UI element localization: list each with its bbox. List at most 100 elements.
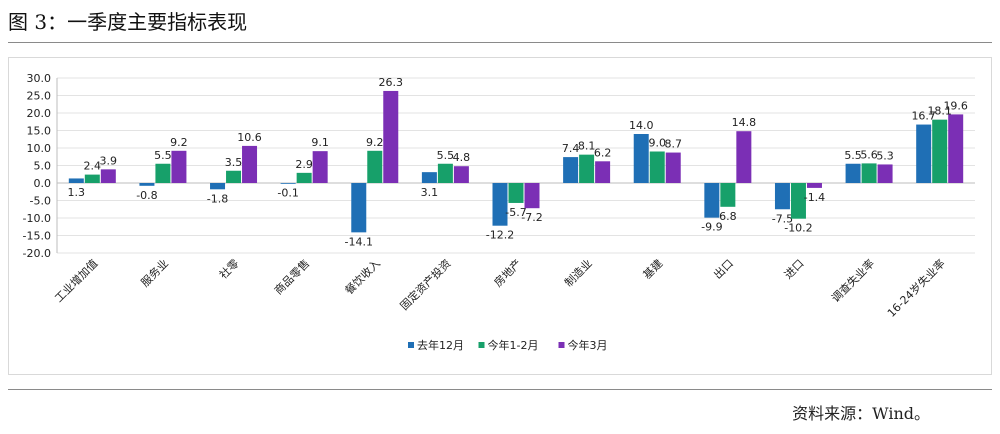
y-tick-label: 30.0 bbox=[27, 72, 52, 85]
data-label: -12.2 bbox=[486, 229, 514, 242]
bar bbox=[579, 154, 595, 183]
bar bbox=[383, 90, 399, 183]
data-label: 8.7 bbox=[664, 138, 682, 151]
source-note: 资料来源：Wind。 bbox=[792, 404, 930, 423]
x-tick-label: 固定资产投资 bbox=[397, 256, 454, 313]
bar bbox=[774, 183, 790, 210]
bar bbox=[563, 157, 579, 183]
legend-label: 今年1-2月 bbox=[488, 338, 539, 352]
data-label: -9.9 bbox=[701, 221, 722, 234]
bar bbox=[296, 172, 312, 183]
data-label: -10.2 bbox=[784, 222, 812, 235]
data-label: 2.4 bbox=[84, 160, 102, 173]
data-label: -1.4 bbox=[804, 191, 825, 204]
bar bbox=[139, 183, 155, 186]
legend-swatch bbox=[478, 342, 485, 348]
bar bbox=[595, 161, 611, 183]
data-label: 9.2 bbox=[170, 136, 188, 149]
data-label: 5.5 bbox=[844, 149, 862, 162]
bar bbox=[84, 174, 100, 183]
data-label: -7.2 bbox=[521, 211, 542, 224]
x-tick-label: 调查失业率 bbox=[828, 256, 877, 305]
data-label: 18.1 bbox=[927, 105, 952, 118]
y-tick-label: -10.0 bbox=[23, 212, 51, 225]
bottom-rule bbox=[8, 389, 992, 390]
data-label: 5.5 bbox=[437, 149, 455, 162]
bar bbox=[932, 119, 948, 183]
bar bbox=[704, 183, 720, 218]
data-label: 14.8 bbox=[732, 116, 757, 129]
data-label: 3.5 bbox=[225, 156, 243, 169]
x-tick-label: 房地产 bbox=[491, 256, 524, 289]
x-tick-label: 进口 bbox=[782, 257, 807, 282]
bar bbox=[877, 164, 893, 183]
legend-swatch bbox=[408, 342, 414, 348]
bar bbox=[665, 152, 681, 183]
data-label: 8.1 bbox=[578, 140, 596, 153]
legend-label: 去年12月 bbox=[417, 338, 464, 352]
bar bbox=[806, 183, 822, 188]
bar bbox=[280, 183, 296, 184]
data-label: 16.7 bbox=[911, 110, 936, 123]
x-tick-label: 基建 bbox=[640, 256, 665, 281]
bar bbox=[508, 183, 524, 203]
data-label: 6.2 bbox=[594, 146, 612, 159]
y-tick-label: 25.0 bbox=[27, 90, 52, 103]
figure-title: 图 3：一季度主要指标表现 bbox=[8, 10, 248, 34]
data-label: 2.9 bbox=[295, 158, 313, 171]
x-tick-label: 工业增加值 bbox=[52, 256, 101, 305]
bar bbox=[351, 183, 367, 233]
data-label: 9.2 bbox=[366, 136, 384, 149]
x-tick-label: 餐饮收入 bbox=[342, 256, 383, 297]
bar bbox=[633, 134, 649, 183]
data-label: -7.5 bbox=[772, 212, 793, 225]
x-tick-label: 16-24岁失业率 bbox=[884, 256, 948, 320]
data-label: 10.6 bbox=[237, 131, 262, 144]
y-tick-label: 0.0 bbox=[34, 177, 52, 190]
x-tick-label: 服务业 bbox=[139, 257, 172, 290]
bar bbox=[226, 170, 242, 183]
bar bbox=[861, 163, 877, 183]
data-label: 14.0 bbox=[629, 119, 654, 132]
bar bbox=[649, 151, 665, 183]
y-tick-label: -20.0 bbox=[23, 247, 51, 260]
chart-frame bbox=[8, 57, 992, 375]
bar bbox=[948, 114, 964, 183]
data-label: 1.3 bbox=[68, 186, 86, 199]
data-label: 9.1 bbox=[311, 136, 329, 149]
bar bbox=[736, 131, 752, 183]
bar bbox=[492, 183, 508, 226]
bar bbox=[845, 163, 861, 183]
data-label: 5.3 bbox=[876, 149, 894, 162]
data-label: 9.0 bbox=[648, 137, 666, 150]
bar bbox=[437, 163, 453, 183]
data-label: 4.8 bbox=[453, 151, 471, 164]
data-label: 7.4 bbox=[562, 142, 580, 155]
y-tick-label: 10.0 bbox=[27, 142, 52, 155]
x-tick-label: 商品零售 bbox=[271, 256, 312, 297]
legend-swatch bbox=[558, 342, 565, 348]
data-label: 6.8 bbox=[719, 210, 737, 223]
data-label: 3.1 bbox=[421, 186, 439, 199]
bar bbox=[68, 178, 84, 183]
bar bbox=[155, 163, 171, 183]
bar bbox=[100, 169, 116, 183]
bar bbox=[720, 183, 736, 207]
data-label: 5.5 bbox=[154, 149, 172, 162]
top-rule bbox=[8, 42, 992, 43]
data-label: 26.3 bbox=[379, 76, 404, 89]
bar bbox=[453, 166, 469, 183]
y-tick-label: 5.0 bbox=[34, 160, 52, 173]
bar bbox=[524, 183, 540, 209]
bar bbox=[210, 183, 226, 190]
y-tick-label: -5.0 bbox=[30, 195, 51, 208]
bar bbox=[916, 124, 932, 183]
y-tick-label: 20.0 bbox=[27, 107, 52, 120]
data-label: 5.6 bbox=[860, 148, 878, 161]
data-label: -5.7 bbox=[505, 206, 526, 219]
bar bbox=[367, 150, 383, 183]
x-tick-label: 出口 bbox=[711, 256, 736, 281]
data-label: -0.1 bbox=[277, 186, 298, 199]
data-label: 19.6 bbox=[943, 99, 968, 112]
